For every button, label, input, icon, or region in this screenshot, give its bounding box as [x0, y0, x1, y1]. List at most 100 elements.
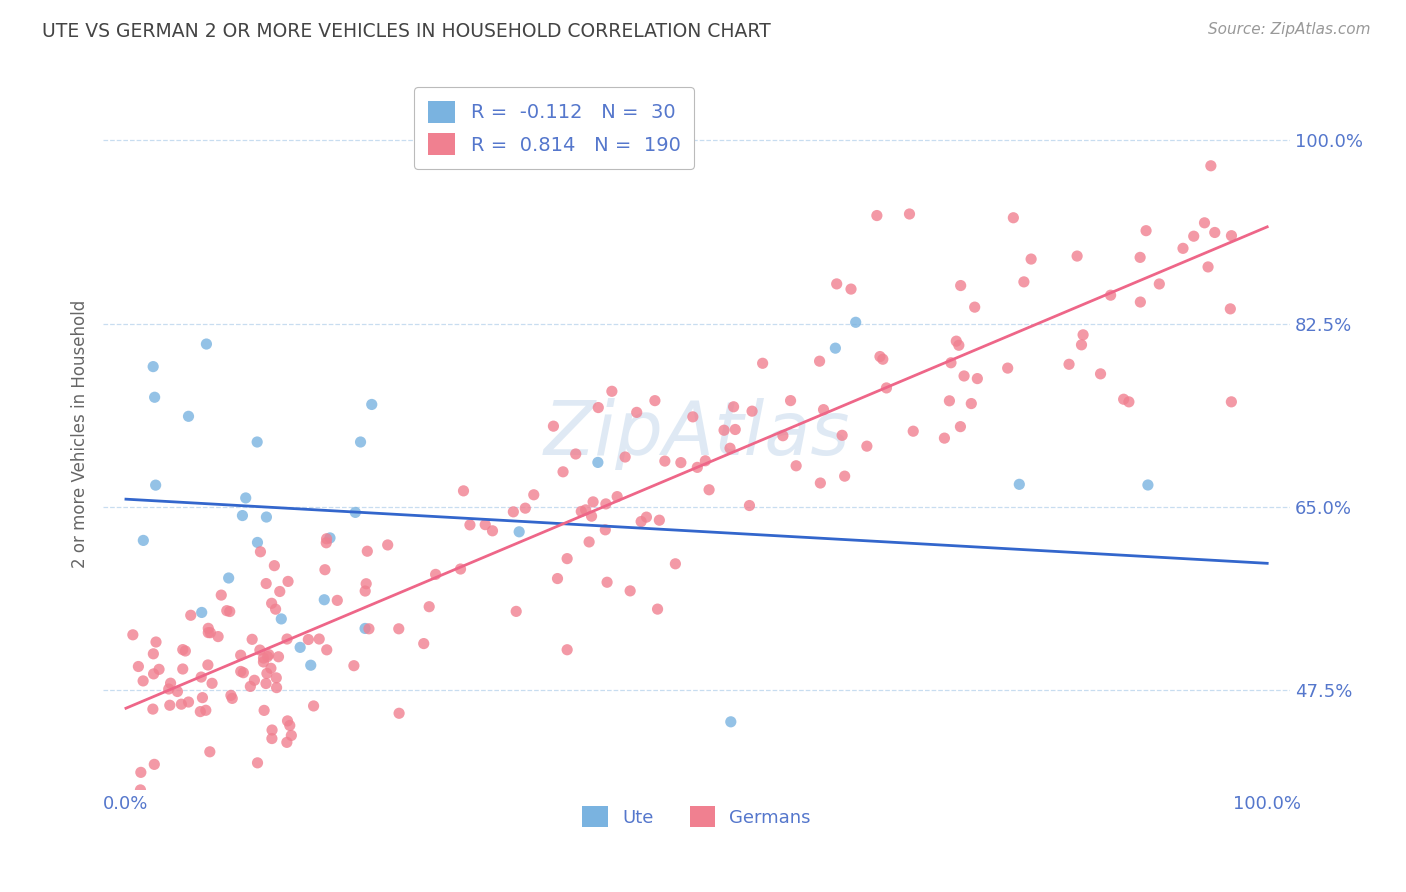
Point — [319, 531, 342, 545]
Point — [249, 643, 271, 657]
Point — [132, 673, 155, 688]
Point — [630, 515, 652, 529]
Point — [264, 602, 287, 616]
Point — [142, 647, 165, 661]
Point — [555, 642, 578, 657]
Point — [1204, 226, 1226, 240]
Point — [738, 499, 761, 513]
Point — [582, 495, 605, 509]
Point — [595, 523, 617, 537]
Text: Source: ZipAtlas.com: Source: ZipAtlas.com — [1208, 22, 1371, 37]
Point — [551, 465, 574, 479]
Point — [260, 723, 283, 737]
Point — [127, 659, 149, 673]
Point — [197, 657, 219, 672]
Point — [145, 635, 167, 649]
Point — [1219, 301, 1241, 316]
Point — [1112, 392, 1135, 407]
Point — [697, 483, 720, 497]
Point — [218, 605, 240, 619]
Point — [581, 509, 603, 524]
Point — [142, 666, 165, 681]
Point — [260, 661, 283, 675]
Point — [779, 393, 801, 408]
Point — [143, 390, 166, 404]
Point — [254, 676, 277, 690]
Point — [825, 277, 848, 291]
Point — [132, 533, 155, 548]
Legend: Ute, Germans: Ute, Germans — [575, 799, 818, 834]
Point — [388, 622, 411, 636]
Point — [669, 456, 692, 470]
Point — [866, 209, 889, 223]
Point — [960, 396, 983, 410]
Point — [813, 402, 835, 417]
Point — [200, 625, 222, 640]
Point — [142, 359, 165, 374]
Point — [219, 689, 242, 703]
Point — [343, 658, 366, 673]
Point — [595, 497, 617, 511]
Point — [839, 282, 862, 296]
Point — [1118, 395, 1140, 409]
Point — [808, 354, 831, 368]
Point — [523, 488, 546, 502]
Point — [354, 622, 377, 636]
Point — [564, 447, 586, 461]
Point — [450, 562, 472, 576]
Point — [953, 369, 976, 384]
Point — [856, 439, 879, 453]
Point — [360, 397, 382, 411]
Point — [1194, 216, 1216, 230]
Point — [357, 622, 380, 636]
Point — [626, 405, 648, 419]
Point — [188, 705, 211, 719]
Point — [266, 681, 288, 695]
Point — [543, 419, 565, 434]
Point — [231, 508, 253, 523]
Point — [249, 545, 271, 559]
Y-axis label: 2 or more Vehicles in Household: 2 or more Vehicles in Household — [72, 300, 89, 568]
Point — [515, 501, 537, 516]
Point — [418, 599, 440, 614]
Point — [166, 684, 188, 698]
Point — [1057, 357, 1080, 371]
Point — [945, 334, 967, 348]
Point — [297, 632, 319, 647]
Point — [718, 442, 741, 456]
Point — [614, 450, 637, 464]
Point — [723, 400, 745, 414]
Point — [356, 544, 378, 558]
Point — [257, 648, 280, 662]
Point — [129, 765, 152, 780]
Point — [547, 572, 569, 586]
Point — [412, 637, 434, 651]
Point — [1012, 275, 1035, 289]
Point — [1019, 252, 1042, 266]
Point — [159, 698, 181, 713]
Point — [1129, 295, 1152, 310]
Point — [278, 718, 301, 732]
Point — [458, 517, 481, 532]
Point — [354, 584, 377, 599]
Point — [636, 510, 658, 524]
Point — [229, 648, 252, 663]
Point — [934, 431, 956, 445]
Point — [1220, 228, 1243, 243]
Point — [686, 460, 709, 475]
Point — [845, 315, 868, 329]
Point — [276, 735, 298, 749]
Point — [277, 574, 299, 589]
Point — [938, 393, 960, 408]
Point — [180, 608, 202, 623]
Point — [1135, 224, 1157, 238]
Point — [606, 490, 628, 504]
Point — [1070, 338, 1092, 352]
Point — [239, 680, 262, 694]
Point — [121, 628, 143, 642]
Point — [1171, 241, 1194, 255]
Point — [772, 428, 794, 442]
Point — [1099, 288, 1122, 302]
Point — [1008, 477, 1031, 491]
Point — [157, 681, 180, 696]
